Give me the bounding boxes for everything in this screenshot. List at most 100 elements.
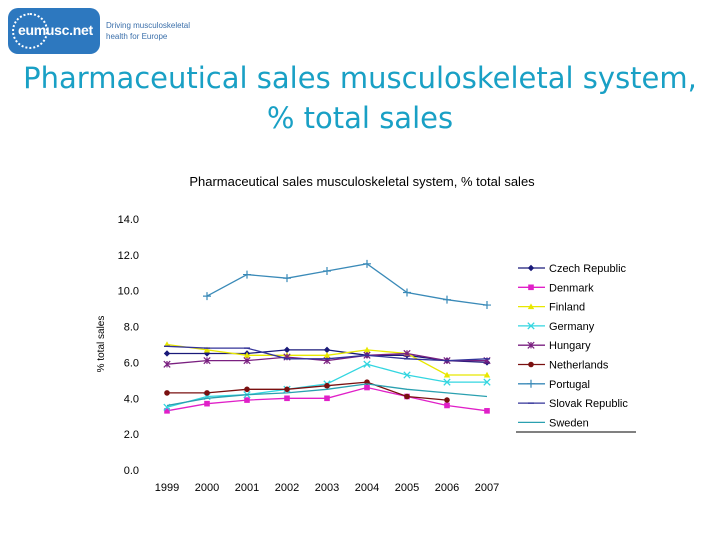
- data-point: [364, 384, 370, 391]
- data-point: [203, 292, 211, 301]
- data-point: [323, 352, 331, 358]
- series-layer: [163, 259, 491, 414]
- data-point: [283, 346, 291, 354]
- legend-item: Sweden: [518, 417, 589, 429]
- data-point: [403, 371, 411, 379]
- data-point: [324, 395, 330, 402]
- logo-badge: eumusc.net: [8, 8, 100, 54]
- data-point: [204, 400, 210, 407]
- series-line: [167, 381, 448, 401]
- legend-item: Hungary: [518, 340, 591, 352]
- data-point: [164, 408, 170, 414]
- data-point: [527, 303, 535, 310]
- data-point: [443, 378, 451, 386]
- legend-item: Finland: [518, 302, 585, 314]
- data-point: [363, 346, 371, 353]
- series-portugal: [203, 259, 491, 310]
- chart-title: Pharmaceutical sales musculoskeletal sys…: [189, 174, 535, 189]
- series-denmark: [164, 384, 490, 414]
- legend-label: Sweden: [549, 417, 589, 429]
- legend-item: Portugal: [518, 379, 590, 391]
- data-point: [527, 264, 535, 272]
- data-point: [363, 360, 371, 368]
- y-tick-label: 0.0: [124, 465, 139, 477]
- data-point: [527, 322, 535, 330]
- legend-label: Germany: [549, 321, 595, 333]
- x-axis-ticks: 1999 2000 2001 2002 2003 2004 2005 2006 2007: [155, 482, 499, 494]
- data-point: [243, 357, 251, 365]
- data-point: [483, 378, 491, 386]
- y-axis-ticks: 0.0 2.0 4.0 6.0 8.0 10.0 12.0 14.0: [118, 214, 139, 477]
- legend-label: Czech Republic: [549, 263, 627, 275]
- y-tick-label: 8.0: [124, 322, 139, 334]
- legend-item: Denmark: [518, 282, 594, 294]
- series-line: [206, 263, 488, 306]
- legend-item: Netherlands: [518, 360, 609, 372]
- legend: Czech Republic Denmark Finland Germany Hunga…: [516, 263, 636, 433]
- x-tick-label: 2006: [435, 482, 459, 494]
- data-point: [243, 270, 251, 279]
- slide-title: Pharmaceutical sales musculoskeletal sys…: [23, 61, 697, 135]
- data-point: [283, 274, 291, 283]
- y-tick-label: 14.0: [118, 214, 139, 226]
- stars-ring-icon: [12, 13, 48, 49]
- legend-item: Czech Republic: [518, 263, 627, 275]
- data-point: [203, 346, 211, 353]
- data-point: [483, 371, 491, 378]
- data-point: [203, 350, 211, 357]
- data-point: [244, 386, 250, 393]
- eumusc-logo: eumusc.net Driving musculoskeletal healt…: [8, 8, 198, 54]
- data-point: [284, 395, 290, 402]
- legend-label: Slovak Republic: [549, 398, 628, 410]
- data-point: [443, 295, 451, 304]
- data-point: [323, 346, 331, 354]
- legend-label: Hungary: [549, 340, 591, 352]
- data-point: [403, 288, 411, 297]
- x-tick-label: 2007: [475, 482, 499, 494]
- y-axis-label: % total sales: [96, 316, 107, 373]
- x-tick-label: 1999: [155, 482, 179, 494]
- legend-label: Portugal: [549, 379, 590, 391]
- data-point: [203, 357, 211, 365]
- data-point: [484, 408, 490, 414]
- y-tick-label: 6.0: [124, 357, 139, 369]
- data-point: [528, 361, 534, 368]
- data-point: [324, 382, 330, 389]
- y-tick-label: 12.0: [118, 250, 139, 262]
- data-point: [444, 402, 450, 409]
- legend-item: Germany: [518, 321, 595, 333]
- x-tick-label: 2005: [395, 482, 419, 494]
- data-point: [443, 371, 451, 378]
- data-point: [444, 397, 450, 403]
- data-point: [243, 352, 251, 358]
- x-tick-label: 2002: [275, 482, 299, 494]
- data-point: [403, 349, 411, 358]
- data-point: [204, 390, 210, 396]
- data-point: [163, 360, 171, 368]
- data-point: [527, 341, 535, 349]
- x-tick-label: 2001: [235, 482, 259, 494]
- legend-item: Slovak Republic: [518, 398, 628, 410]
- data-point: [164, 390, 170, 396]
- series-line: [166, 383, 488, 407]
- y-tick-label: 10.0: [118, 286, 139, 298]
- data-point: [244, 397, 250, 403]
- y-tick-label: 4.0: [124, 393, 139, 405]
- x-tick-label: 2000: [195, 482, 219, 494]
- data-point: [284, 386, 290, 393]
- legend-label: Netherlands: [549, 360, 609, 372]
- y-tick-label: 2.0: [124, 429, 139, 441]
- data-point: [483, 301, 491, 310]
- data-point: [163, 350, 171, 357]
- series-sweden: [166, 383, 488, 407]
- data-point: [527, 379, 535, 388]
- series-slovak-republic: [164, 345, 490, 362]
- data-point: [363, 259, 371, 268]
- logo-tagline: Driving musculoskeletal health for Europ…: [106, 21, 191, 41]
- data-point: [323, 266, 331, 275]
- logo-name: eumusc.net: [18, 22, 93, 38]
- legend-label: Finland: [549, 302, 585, 314]
- legend-label: Denmark: [549, 282, 594, 294]
- data-point: [528, 284, 534, 291]
